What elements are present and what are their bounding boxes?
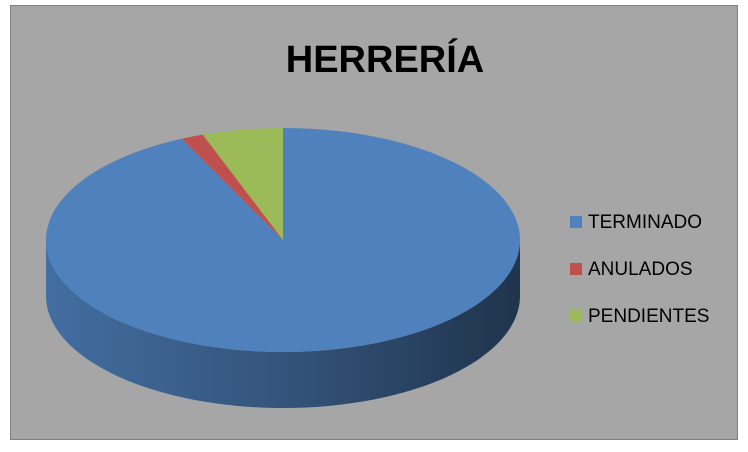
chart-title: HERRERÍA <box>286 37 484 81</box>
pie <box>45 128 520 408</box>
legend-label: PENDIENTES <box>588 306 709 327</box>
legend: TERMINADO ANULADOS PENDIENTES <box>570 212 709 327</box>
legend-label: ANULADOS <box>588 259 693 280</box>
pie-slice <box>45 128 520 352</box>
legend-swatch <box>570 310 582 322</box>
legend-label: TERMINADO <box>588 212 702 233</box>
pie-slice <box>202 128 283 240</box>
pie-slice <box>182 134 283 240</box>
legend-swatch <box>570 263 582 275</box>
legend-swatch <box>570 216 582 228</box>
pie-side-shade <box>46 240 520 408</box>
